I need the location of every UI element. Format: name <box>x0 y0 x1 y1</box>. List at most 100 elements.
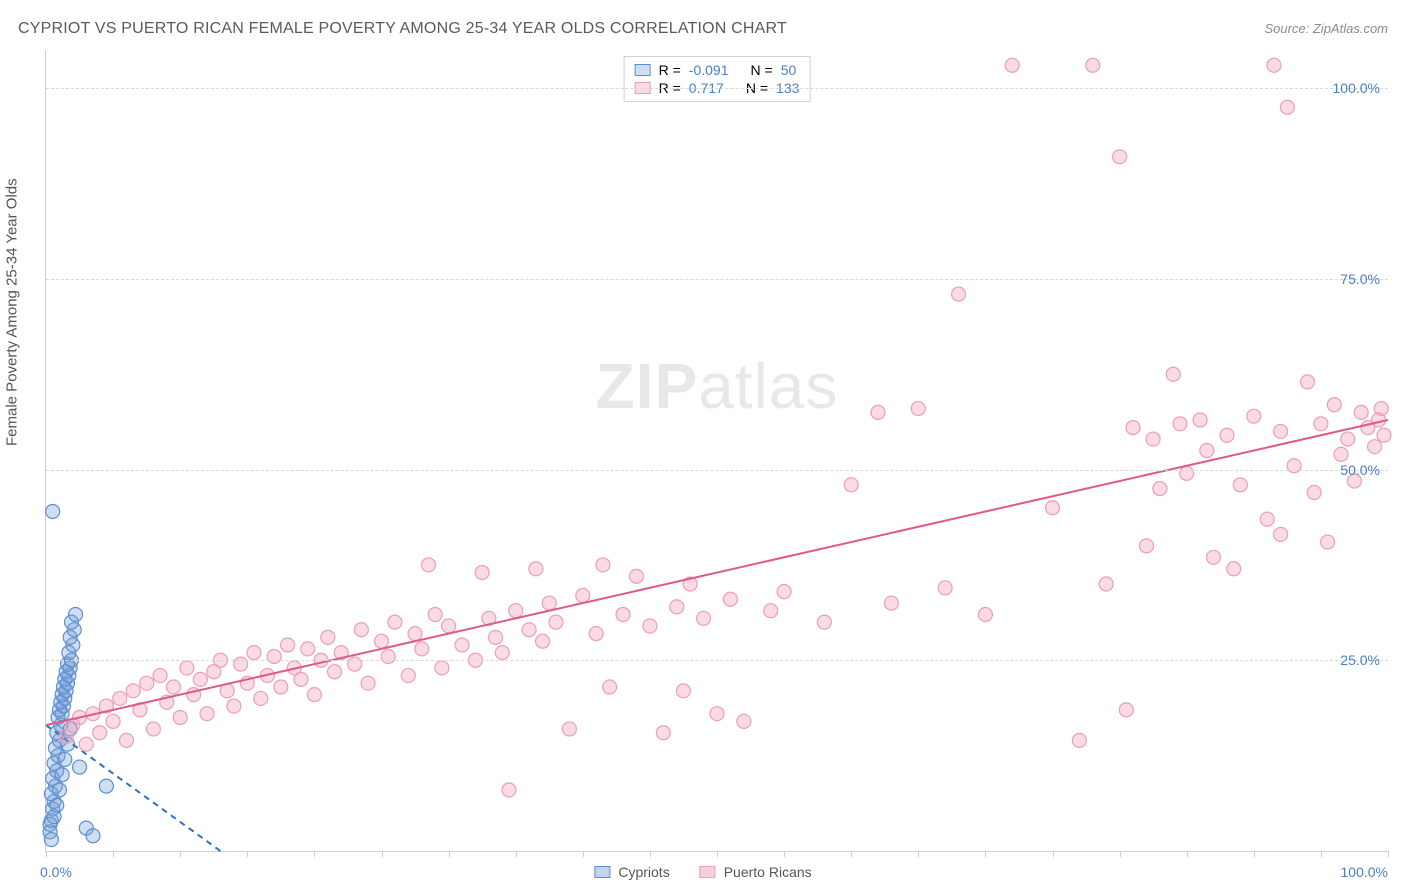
scatter-point <box>274 680 288 694</box>
scatter-point <box>234 657 248 671</box>
scatter-point <box>670 600 684 614</box>
scatter-point <box>180 661 194 675</box>
scatter-point <box>227 699 241 713</box>
scatter-point <box>126 684 140 698</box>
scatter-point <box>549 615 563 629</box>
scatter-point <box>421 558 435 572</box>
scatter-point <box>1314 417 1328 431</box>
scatter-point <box>1166 367 1180 381</box>
scatter-point <box>415 642 429 656</box>
scatter-point <box>1173 417 1187 431</box>
scatter-point <box>294 672 308 686</box>
scatter-point <box>1200 444 1214 458</box>
scatter-point <box>536 634 550 648</box>
scatter-point <box>1005 58 1019 72</box>
scatter-point <box>542 596 556 610</box>
x-axis-max-label: 100.0% <box>1341 864 1388 880</box>
scatter-point <box>1086 58 1100 72</box>
scatter-point <box>603 680 617 694</box>
scatter-point <box>817 615 831 629</box>
legend-label-2: Puerto Ricans <box>724 864 812 880</box>
scatter-point <box>1354 405 1368 419</box>
scatter-point <box>247 646 261 660</box>
scatter-point <box>140 676 154 690</box>
scatter-point <box>656 726 670 740</box>
y-tick-label: 75.0% <box>1340 271 1380 287</box>
r-value-1: -0.091 <box>689 62 729 78</box>
legend-row-1: R = -0.091 N = 50 <box>635 61 800 79</box>
scatter-point <box>381 649 395 663</box>
scatter-point <box>871 405 885 419</box>
scatter-point <box>723 592 737 606</box>
scatter-point <box>1368 440 1382 454</box>
scatter-point <box>200 707 214 721</box>
scatter-point <box>1274 424 1288 438</box>
scatter-point <box>375 634 389 648</box>
trend-line <box>46 420 1388 725</box>
scatter-point <box>1180 466 1194 480</box>
scatter-point <box>1287 459 1301 473</box>
scatter-point <box>408 627 422 641</box>
scatter-point <box>1334 447 1348 461</box>
scatter-point <box>1146 432 1160 446</box>
scatter-point <box>576 588 590 602</box>
scatter-point <box>267 649 281 663</box>
scatter-point <box>58 752 72 766</box>
scatter-point <box>489 630 503 644</box>
scatter-point <box>1307 485 1321 499</box>
chart-svg <box>46 50 1388 851</box>
scatter-point <box>616 608 630 622</box>
scatter-point <box>777 585 791 599</box>
swatch-cypriots <box>594 866 610 878</box>
title-bar: CYPRIOT VS PUERTO RICAN FEMALE POVERTY A… <box>18 20 1388 38</box>
n-label-1: N = <box>751 62 773 78</box>
scatter-point <box>475 566 489 580</box>
y-tick-label: 100.0% <box>1333 80 1380 96</box>
swatch-series-1 <box>635 64 651 76</box>
scatter-point <box>509 604 523 618</box>
scatter-point <box>442 619 456 633</box>
scatter-point <box>1327 398 1341 412</box>
scatter-point <box>428 608 442 622</box>
scatter-point <box>401 669 415 683</box>
scatter-point <box>44 833 58 847</box>
scatter-point <box>1280 100 1294 114</box>
scatter-point <box>193 672 207 686</box>
scatter-point <box>1274 527 1288 541</box>
legend-item-2: Puerto Ricans <box>700 864 812 880</box>
scatter-point <box>146 722 160 736</box>
scatter-point <box>1072 733 1086 747</box>
scatter-point <box>69 608 83 622</box>
chart-title: CYPRIOT VS PUERTO RICAN FEMALE POVERTY A… <box>18 20 787 38</box>
scatter-point <box>938 581 952 595</box>
scatter-point <box>1113 150 1127 164</box>
scatter-point <box>1139 539 1153 553</box>
scatter-point <box>93 726 107 740</box>
y-tick-label: 50.0% <box>1340 462 1380 478</box>
scatter-point <box>281 638 295 652</box>
scatter-point <box>1377 428 1391 442</box>
scatter-point <box>629 569 643 583</box>
scatter-point <box>113 691 127 705</box>
scatter-point <box>50 798 64 812</box>
scatter-point <box>321 630 335 644</box>
y-axis-label: Female Poverty Among 25-34 Year Olds <box>4 178 21 446</box>
scatter-point <box>589 627 603 641</box>
scatter-point <box>55 768 69 782</box>
scatter-point <box>1341 432 1355 446</box>
scatter-point <box>46 505 60 519</box>
y-tick-label: 25.0% <box>1340 652 1380 668</box>
plot-area: ZIPatlas R = -0.091 N = 50 R = 0.717 N =… <box>45 50 1388 852</box>
scatter-point <box>643 619 657 633</box>
scatter-point <box>106 714 120 728</box>
scatter-point <box>1247 409 1261 423</box>
scatter-point <box>1126 421 1140 435</box>
scatter-point <box>697 611 711 625</box>
scatter-point <box>388 615 402 629</box>
scatter-point <box>52 783 66 797</box>
scatter-point <box>737 714 751 728</box>
scatter-point <box>348 657 362 671</box>
scatter-point <box>153 669 167 683</box>
legend-label-1: Cypriots <box>618 864 669 880</box>
scatter-point <box>361 676 375 690</box>
